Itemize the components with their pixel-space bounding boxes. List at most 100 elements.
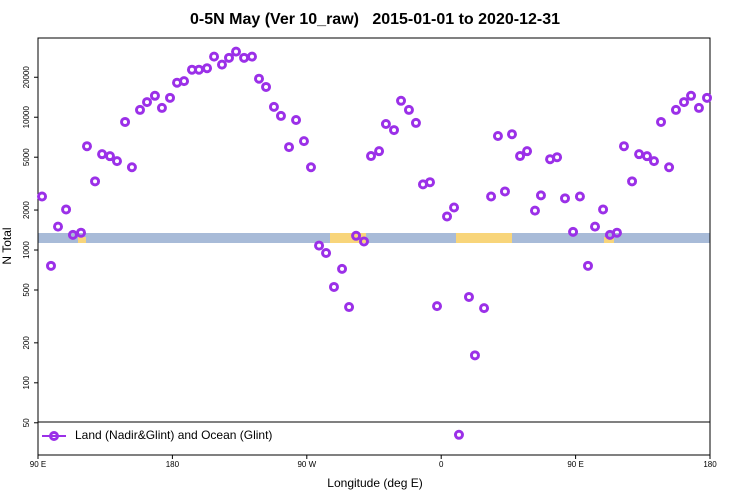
y-tick-label: 20000: [22, 66, 31, 89]
point: [45, 260, 56, 271]
point: [590, 221, 601, 232]
surface-mask-band: [38, 233, 710, 243]
point: [223, 52, 234, 63]
point: [275, 110, 286, 121]
point: [634, 149, 645, 160]
point: [231, 46, 242, 57]
point: [314, 240, 325, 251]
point: [627, 176, 638, 187]
point: [291, 115, 302, 126]
point: [120, 116, 131, 127]
x-tick-label: 90 E: [30, 460, 46, 469]
point: [104, 151, 115, 162]
point: [499, 186, 510, 197]
point: [254, 73, 265, 84]
point: [298, 136, 309, 147]
y-axis-label: N Total: [0, 227, 14, 264]
point: [463, 291, 474, 302]
point: [76, 227, 87, 238]
y-tick-label: 50: [22, 418, 31, 427]
point: [702, 92, 713, 103]
x-tick-label: 90 W: [297, 460, 316, 469]
point: [374, 146, 385, 157]
point: [479, 303, 490, 314]
point: [179, 76, 190, 87]
point: [142, 97, 153, 108]
y-tick-label: 500: [22, 283, 31, 297]
point: [425, 177, 435, 188]
point: [351, 230, 362, 241]
point: [261, 81, 272, 92]
point: [111, 156, 122, 167]
point: [165, 92, 176, 103]
point: [156, 102, 167, 113]
x-tick-label: 180: [703, 460, 717, 469]
point: [641, 151, 652, 162]
point: [67, 229, 78, 240]
point: [492, 131, 503, 142]
point: [389, 125, 400, 136]
point: [656, 116, 667, 127]
x-axis-label: Longitude (deg E): [327, 476, 422, 490]
point: [649, 156, 659, 167]
point: [344, 302, 355, 313]
point: [506, 129, 517, 140]
point: [403, 104, 414, 115]
y-tick-label: 10000: [22, 106, 31, 129]
y-tick-label: 1000: [22, 241, 31, 259]
point: [442, 211, 453, 222]
point: [246, 51, 257, 62]
point: [90, 176, 101, 187]
point: [453, 429, 464, 440]
point: [61, 204, 72, 215]
point: [679, 97, 690, 108]
y-tick-label: 100: [22, 376, 31, 390]
point: [202, 63, 213, 74]
point: [380, 119, 391, 130]
point: [337, 263, 348, 274]
plot-frame: [37, 37, 711, 456]
point: [611, 227, 622, 238]
point: [321, 247, 332, 258]
point: [618, 141, 629, 152]
point: [328, 281, 339, 292]
point: [574, 191, 585, 202]
point: [396, 95, 407, 106]
point: [193, 64, 204, 75]
point: [134, 104, 145, 115]
point: [305, 162, 316, 173]
point: [216, 59, 227, 70]
point: [582, 260, 593, 271]
x-tick-label: 90 E: [567, 460, 583, 469]
legend-marker: [49, 431, 59, 441]
point: [598, 204, 609, 215]
point: [268, 101, 279, 112]
point: [469, 350, 480, 361]
point: [552, 152, 563, 163]
point: [239, 52, 250, 63]
point: [664, 162, 675, 173]
point: [559, 193, 570, 204]
y-tick-label: 2000: [22, 201, 31, 219]
y-tick-label: 200: [22, 336, 31, 350]
y-tick-label: 5000: [22, 148, 31, 166]
point: [53, 221, 64, 232]
point: [410, 117, 421, 128]
point: [568, 226, 579, 237]
x-tick-label: 0: [439, 460, 444, 469]
point: [81, 141, 92, 152]
point: [449, 202, 460, 213]
point: [432, 301, 443, 312]
point: [366, 151, 377, 162]
x-tick-label: 180: [166, 460, 180, 469]
point: [209, 51, 220, 62]
legend-label: Land (Nadir&Glint) and Ocean (Glint): [75, 428, 272, 442]
point: [535, 190, 546, 201]
point: [126, 162, 137, 173]
point: [284, 142, 295, 153]
point: [486, 191, 497, 202]
point: [693, 102, 704, 113]
point: [686, 90, 697, 101]
point: [358, 236, 369, 247]
